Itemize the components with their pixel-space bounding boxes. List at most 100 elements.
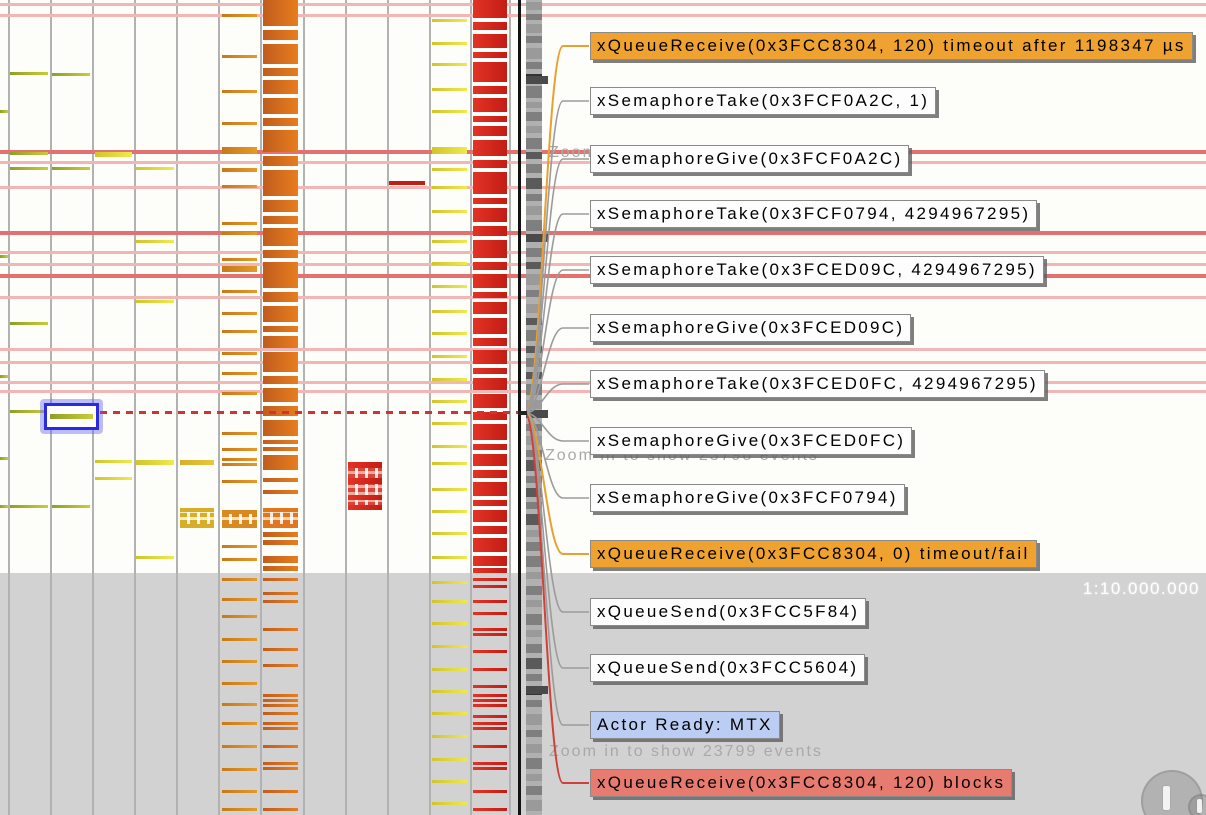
event-tick[interactable] — [52, 167, 90, 170]
event-tick[interactable] — [263, 712, 298, 715]
event-tick[interactable] — [222, 703, 257, 706]
event-tick[interactable] — [473, 694, 507, 697]
event-tick[interactable] — [473, 62, 507, 82]
event-tick[interactable] — [473, 556, 507, 566]
event-tick[interactable] — [263, 376, 298, 384]
event-tick[interactable] — [222, 392, 257, 395]
event-tick[interactable] — [263, 228, 298, 246]
event-tick[interactable] — [348, 505, 382, 510]
event-tick[interactable] — [10, 322, 48, 325]
event-tick[interactable] — [432, 600, 467, 603]
event-tick[interactable] — [432, 400, 467, 403]
event-tick[interactable] — [263, 420, 298, 436]
event-tick[interactable] — [473, 318, 507, 334]
event-tick[interactable] — [263, 628, 298, 631]
event-tick[interactable] — [10, 505, 48, 508]
event-tick[interactable] — [263, 30, 298, 40]
event-tick[interactable] — [263, 808, 298, 811]
event-tick[interactable] — [263, 540, 298, 545]
event-tick[interactable] — [263, 170, 298, 196]
event-tick[interactable] — [222, 266, 257, 272]
event-tick[interactable] — [222, 222, 257, 225]
event-tick[interactable] — [222, 258, 257, 261]
event-tick[interactable] — [263, 600, 298, 603]
event-tick[interactable] — [473, 568, 507, 573]
event-tick[interactable] — [473, 172, 507, 194]
event-tick[interactable] — [432, 780, 467, 783]
event-label[interactable]: xSemaphoreTake(0x3FCF0794, 4294967295) — [590, 200, 1038, 228]
event-tick[interactable] — [10, 72, 48, 75]
event-tick[interactable] — [432, 690, 467, 693]
event-tick[interactable] — [432, 240, 467, 243]
event-tick[interactable] — [473, 444, 507, 450]
event-tick[interactable] — [95, 477, 132, 480]
event-tick[interactable] — [473, 226, 507, 236]
event-tick[interactable] — [432, 622, 467, 625]
event-label[interactable]: xQueueReceive(0x3FCC8304, 120) blocks — [590, 769, 1013, 797]
event-tick[interactable] — [263, 455, 298, 470]
event-tick[interactable] — [10, 410, 48, 413]
event-tick[interactable] — [263, 118, 298, 126]
event-tick[interactable] — [136, 300, 174, 303]
event-tick[interactable] — [473, 526, 507, 534]
event-tick[interactable] — [136, 556, 174, 559]
event-tick[interactable] — [432, 19, 467, 22]
event-tick[interactable] — [473, 338, 507, 346]
event-tick[interactable] — [263, 156, 298, 166]
event-tick[interactable] — [432, 645, 467, 648]
event-tick[interactable] — [389, 181, 425, 185]
event-tick[interactable] — [222, 660, 257, 663]
event-tick[interactable] — [222, 682, 257, 685]
lane-7-hatch-block[interactable] — [263, 508, 298, 528]
event-tick[interactable] — [222, 352, 257, 355]
event-tick[interactable] — [432, 168, 467, 171]
event-tick[interactable] — [52, 505, 90, 508]
event-tick[interactable] — [473, 394, 507, 408]
event-tick[interactable] — [473, 34, 507, 48]
event-tick[interactable] — [222, 463, 257, 466]
event-tick[interactable] — [263, 352, 298, 372]
event-tick[interactable] — [473, 762, 507, 765]
event-tick[interactable] — [473, 52, 507, 58]
event-tick[interactable] — [222, 638, 257, 641]
event-tick[interactable] — [0, 457, 8, 460]
event-tick[interactable] — [473, 454, 507, 466]
event-tick[interactable] — [473, 378, 507, 390]
event-tick[interactable] — [136, 460, 174, 465]
event-tick[interactable] — [432, 581, 467, 584]
event-tick[interactable] — [432, 735, 467, 738]
event-tick[interactable] — [222, 90, 257, 93]
event-tick[interactable] — [473, 500, 507, 506]
event-tick[interactable] — [263, 44, 298, 64]
event-tick[interactable] — [263, 200, 298, 212]
event-tick[interactable] — [432, 186, 467, 189]
event-tick[interactable] — [473, 585, 507, 588]
event-tick[interactable] — [263, 0, 298, 26]
event-tick[interactable] — [263, 388, 298, 402]
event-tick[interactable] — [263, 306, 298, 322]
event-tick[interactable] — [0, 505, 8, 508]
event-tick[interactable] — [263, 80, 298, 94]
event-tick[interactable] — [432, 285, 467, 288]
event-tick[interactable] — [263, 762, 298, 765]
event-tick[interactable] — [473, 482, 507, 496]
event-tick[interactable] — [432, 147, 467, 154]
zoom-control-large[interactable] — [1141, 770, 1203, 815]
event-tick[interactable] — [473, 628, 507, 631]
event-label[interactable]: xQueueSend(0x3FCC5604) — [590, 654, 866, 682]
event-tick[interactable] — [222, 448, 257, 451]
event-tick[interactable] — [348, 495, 382, 500]
event-tick[interactable] — [263, 292, 298, 302]
event-tick[interactable] — [136, 240, 174, 243]
event-tick[interactable] — [0, 375, 8, 378]
event-tick[interactable] — [473, 22, 507, 30]
event-tick[interactable] — [473, 424, 507, 440]
event-tick[interactable] — [432, 310, 467, 313]
event-tick[interactable] — [263, 592, 298, 595]
event-tick[interactable] — [263, 566, 298, 571]
event-tick[interactable] — [263, 440, 298, 444]
event-label[interactable]: xQueueReceive(0x3FCC8304, 0) timeout/fai… — [590, 540, 1037, 568]
event-tick[interactable] — [473, 274, 507, 288]
event-tick[interactable] — [432, 422, 467, 425]
event-tick[interactable] — [263, 648, 298, 651]
